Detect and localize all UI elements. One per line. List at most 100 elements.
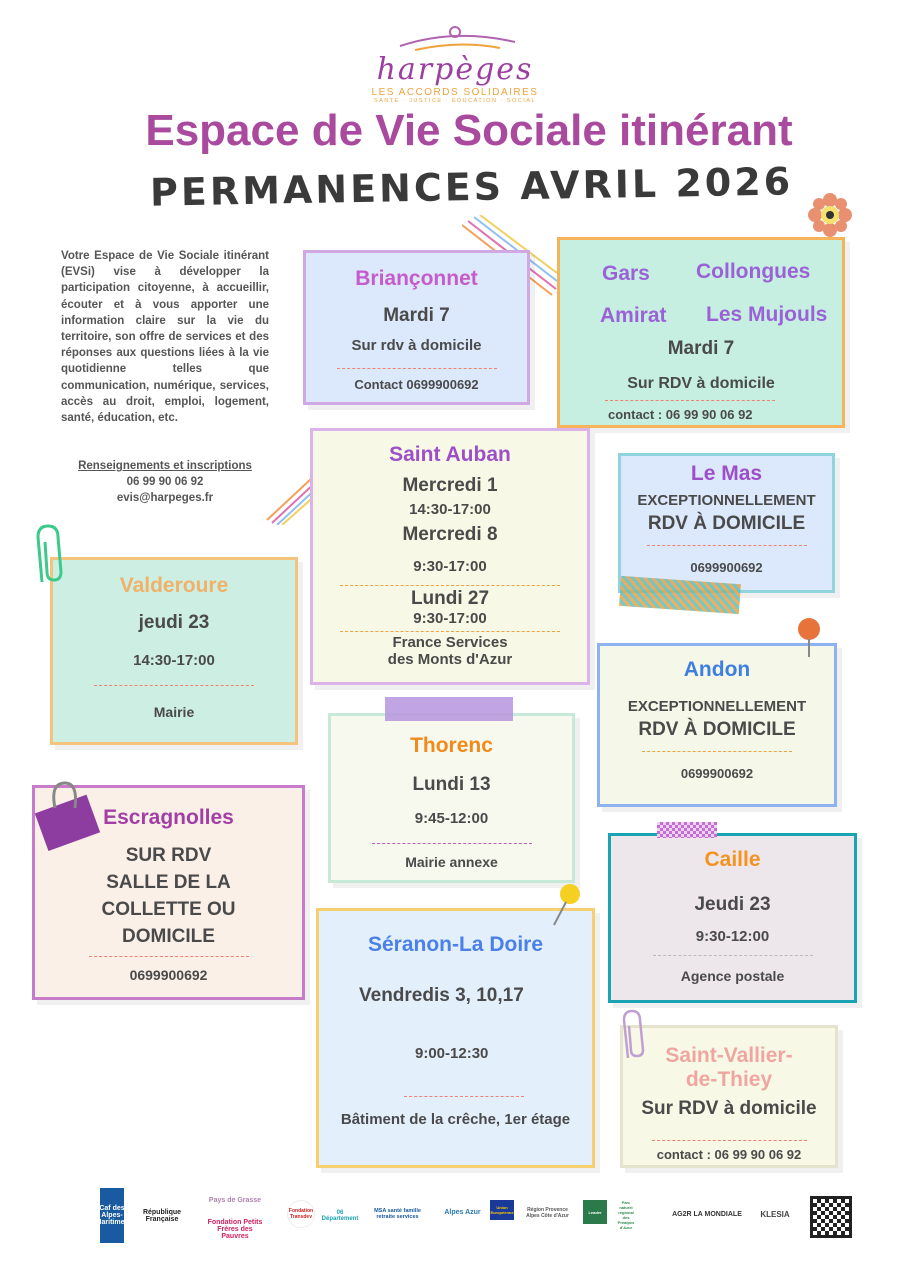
card-caille: Caille Jeudi 23 9:30-12:00 Agence postal… bbox=[608, 833, 857, 1003]
tape-decoration bbox=[657, 822, 717, 838]
contact-block: Renseignements et inscriptions 06 99 90 … bbox=[61, 458, 269, 506]
card-place: Agence postale bbox=[680, 968, 785, 984]
partner-logo: Pays de Grasse bbox=[208, 1197, 262, 1204]
card-place: Bâtiment de la crêche, 1er étage bbox=[340, 1111, 571, 1128]
card-hours: 14:30-17:00 bbox=[133, 652, 215, 669]
card-line: RDV À DOMICILE bbox=[638, 719, 796, 740]
card-place: Mairie bbox=[153, 704, 195, 720]
card-title: Valderoure bbox=[119, 574, 229, 597]
card-title: Saint-Vallier- bbox=[665, 1044, 793, 1067]
card-hours: 9:45-12:00 bbox=[414, 810, 489, 827]
card-date: jeudi 23 bbox=[138, 612, 210, 633]
logo-swirl-icon bbox=[360, 20, 550, 60]
card-date: Lundi 27 bbox=[410, 588, 490, 609]
card-brianconnet: Briançonnet Mardi 7 Sur rdv à domicile C… bbox=[303, 250, 530, 405]
divider bbox=[371, 843, 532, 844]
card-info: Sur rdv à domicile bbox=[351, 337, 482, 354]
card-title: Briançonnet bbox=[355, 267, 478, 290]
divider bbox=[94, 685, 254, 686]
card-line: EXCEPTIONNELLEMENT bbox=[637, 492, 816, 509]
card-saint-auban: Saint Auban Mercredi 1 14:30-17:00 Mercr… bbox=[310, 428, 590, 685]
page-subtitle: PERMANENCES AVRIL 2026 bbox=[149, 159, 794, 215]
intro-text: Votre Espace de Vie Sociale itinérant (E… bbox=[61, 250, 269, 425]
card-title: Escragnolles bbox=[103, 806, 234, 829]
card-contact: 0699900692 bbox=[690, 560, 763, 575]
partner-logo: 06 Département bbox=[321, 1209, 359, 1222]
card-seranon: Séranon-La Doire Vendredis 3, 10,17 9:00… bbox=[316, 908, 595, 1168]
flower-icon bbox=[808, 193, 852, 237]
partner-logo: Région Provence Alpes Côte d'Azur bbox=[526, 1206, 569, 1219]
divider bbox=[404, 1096, 524, 1097]
partner-logo: Caf des Alpes-Maritimes bbox=[96, 1188, 128, 1243]
tape-decoration bbox=[385, 697, 513, 721]
card-date: Jeudi 23 bbox=[694, 894, 771, 915]
divider bbox=[336, 368, 497, 369]
card-title: Thorenc bbox=[410, 734, 493, 757]
card-title: Le Mas bbox=[690, 462, 763, 485]
card-valderoure: Valderoure jeudi 23 14:30-17:00 Mairie bbox=[50, 557, 298, 745]
card-date: Mardi 7 bbox=[383, 305, 450, 326]
card-hours: 9:00-12:30 bbox=[415, 1045, 489, 1062]
card-date: Vendredis 3, 10,17 bbox=[359, 985, 524, 1006]
card-place: des Monts d'Azur bbox=[387, 651, 513, 668]
card-title: Séranon-La Doire bbox=[367, 933, 544, 956]
partner-logo: Fondation Transdev bbox=[287, 1200, 315, 1228]
partner-logo: MSA santé famille retraite services bbox=[374, 1208, 421, 1220]
partner-logo: Parc naturel régional des Préalpes d'Azu… bbox=[617, 1200, 635, 1230]
card-escragnolles: Escragnolles SUR RDV SALLE DE LA COLLETT… bbox=[32, 785, 305, 1000]
card-place: France Services bbox=[392, 634, 508, 651]
card-town: Amirat bbox=[600, 304, 667, 327]
partner-logo: KLESIA bbox=[760, 1209, 790, 1219]
card-line: SUR RDV bbox=[125, 845, 212, 866]
logo-subline: SANTÉ · JUSTICE · ÉDUCATION · SOCIAL bbox=[373, 98, 537, 104]
card-lines: SUR RDV SALLE DE LA COLLETTE OU DOMICILE bbox=[35, 842, 302, 950]
partner-logos: Caf des Alpes-Maritimes République Franç… bbox=[95, 1188, 865, 1248]
qr-code[interactable] bbox=[810, 1196, 852, 1238]
card-place: Mairie annexe bbox=[405, 854, 498, 870]
partner-logo: Fondation Petits Frères des Pauvres bbox=[207, 1218, 263, 1240]
card-hours: 9:30-17:00 bbox=[413, 610, 487, 627]
divider bbox=[340, 585, 560, 586]
card-date: Mercredi 8 bbox=[402, 524, 498, 545]
card-line: SALLE DE LA bbox=[106, 872, 231, 893]
card-hours: 9:30-12:00 bbox=[695, 928, 770, 945]
card-andon: Andon EXCEPTIONNELLEMENT RDV À DOMICILE … bbox=[597, 643, 837, 807]
card-contact: contact : 06 99 90 06 92 bbox=[656, 1147, 802, 1162]
card-title: Caille bbox=[704, 848, 761, 871]
divider bbox=[652, 955, 813, 956]
card-line: DOMICILE bbox=[122, 926, 215, 947]
partner-logo: Leader bbox=[583, 1200, 607, 1224]
divider bbox=[642, 751, 792, 752]
divider bbox=[340, 631, 560, 632]
pushpin-icon bbox=[553, 884, 580, 926]
partner-logo: Alpes Azur bbox=[444, 1209, 481, 1216]
card-title: Andon bbox=[683, 658, 751, 681]
logo-tagline: LES ACCORDS SOLIDAIRES bbox=[371, 87, 539, 98]
card-town: Collongues bbox=[696, 260, 811, 283]
card-saint-vallier: Saint-Vallier- de-Thiey Sur RDV à domici… bbox=[620, 1025, 838, 1168]
partner-logo: République Française bbox=[142, 1209, 182, 1223]
card-title: Saint Auban bbox=[389, 443, 511, 466]
contact-phone: 06 99 90 06 92 bbox=[126, 476, 204, 488]
paperclip-icon bbox=[36, 524, 63, 583]
card-hours: 9:30-17:00 bbox=[413, 558, 487, 575]
card-contact: contact : 06 99 90 06 92 bbox=[608, 407, 753, 422]
page-title: Espace de Vie Sociale itinérant bbox=[145, 106, 793, 155]
card-line: EXCEPTIONNELLEMENT bbox=[627, 698, 807, 715]
card-line: RDV À DOMICILE bbox=[647, 513, 806, 534]
contact-email[interactable]: evis@harpeges.fr bbox=[116, 492, 214, 504]
harpeges-logo: harpèges LES ACCORDS SOLIDAIRES SANTÉ · … bbox=[360, 20, 550, 104]
partner-logo: Union Européenne bbox=[490, 1200, 514, 1220]
divider bbox=[651, 1140, 807, 1141]
card-contact: 0699900692 bbox=[129, 967, 208, 983]
card-date: Lundi 13 bbox=[412, 774, 491, 795]
card-info: Sur RDV à domicile bbox=[641, 1098, 817, 1119]
card-line: COLLETTE OU bbox=[101, 899, 236, 920]
card-date: Mercredi 1 bbox=[402, 475, 498, 496]
logo-name: harpèges bbox=[376, 52, 534, 87]
card-info: Sur RDV à domicile bbox=[627, 375, 775, 392]
pushpin-icon bbox=[798, 618, 820, 657]
divider bbox=[646, 545, 807, 546]
card-date: Mardi 7 bbox=[667, 338, 735, 359]
contact-heading: Renseignements et inscriptions bbox=[78, 460, 252, 472]
